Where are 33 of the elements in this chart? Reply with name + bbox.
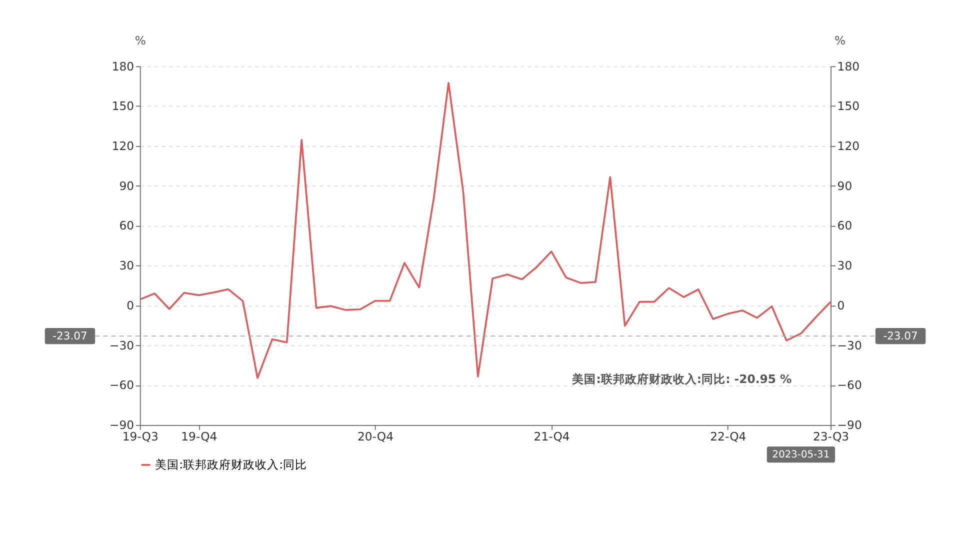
y-tick-label: 60 xyxy=(119,218,134,233)
y2-tick-label: 150 xyxy=(837,99,860,114)
y-tick-label: 90 xyxy=(119,178,134,193)
y-tick-label: 0 xyxy=(126,298,134,312)
annotation: 美国:联邦政府财政收入:同比: -20.95 % xyxy=(571,372,792,386)
y2-tick-label: 0 xyxy=(837,298,845,312)
x-tick-label: 20-Q4 xyxy=(357,430,394,444)
x-tick-label: 23-Q3 xyxy=(812,430,850,444)
y-tick-label: 150 xyxy=(112,99,134,114)
y2-tick-label: 30 xyxy=(837,258,852,273)
x-tick-label: 21-Q4 xyxy=(534,430,570,444)
ref-line-label: -23.07 xyxy=(52,330,88,343)
y-tick-label: 120 xyxy=(112,138,134,153)
y2-tick-label: −30 xyxy=(837,338,862,352)
x-tick-label: 22-Q4 xyxy=(710,430,746,444)
text: 2023-05-31 xyxy=(772,449,830,460)
text: -23.07 xyxy=(883,330,918,343)
y2-axis-title: % xyxy=(834,33,846,48)
y-axis-title: % xyxy=(134,33,146,48)
y2-tick-label: 90 xyxy=(837,178,852,193)
y2-tick-label: −60 xyxy=(837,378,862,392)
y-tick-label: 30 xyxy=(119,258,134,273)
y-tick-label: −30 xyxy=(109,338,134,352)
y2-tick-label: −90 xyxy=(837,418,862,432)
y2-tick-label: 120 xyxy=(837,138,860,153)
x-tick-label: 19-Q4 xyxy=(181,430,218,444)
x-tick-label: 19-Q3 xyxy=(122,430,158,444)
y-tick-label: −60 xyxy=(109,378,134,392)
y2-tick-label: 180 xyxy=(837,59,860,74)
y-tick-label: −90 xyxy=(109,418,134,432)
y2-tick-label: 60 xyxy=(837,218,852,233)
y-tick-label: 180 xyxy=(112,59,134,74)
legend-label: 美国:联邦政府财政收入:同比 xyxy=(155,458,308,472)
